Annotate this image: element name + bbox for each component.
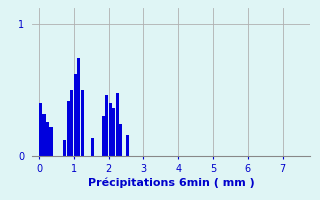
Bar — [105, 95, 108, 156]
Bar — [91, 138, 94, 156]
Bar — [108, 103, 112, 156]
Bar — [63, 140, 67, 156]
Bar — [102, 116, 105, 156]
Bar — [67, 101, 70, 156]
Bar — [112, 108, 115, 156]
Bar — [46, 122, 49, 156]
Bar — [70, 90, 73, 156]
Bar — [74, 74, 77, 156]
Bar — [116, 93, 119, 156]
Bar — [43, 114, 45, 156]
Bar — [81, 90, 84, 156]
Bar — [119, 124, 122, 156]
Bar — [126, 135, 129, 156]
Bar — [77, 58, 80, 156]
X-axis label: Précipitations 6min ( mm ): Précipitations 6min ( mm ) — [88, 178, 255, 188]
Bar — [39, 103, 42, 156]
Bar — [49, 127, 52, 156]
